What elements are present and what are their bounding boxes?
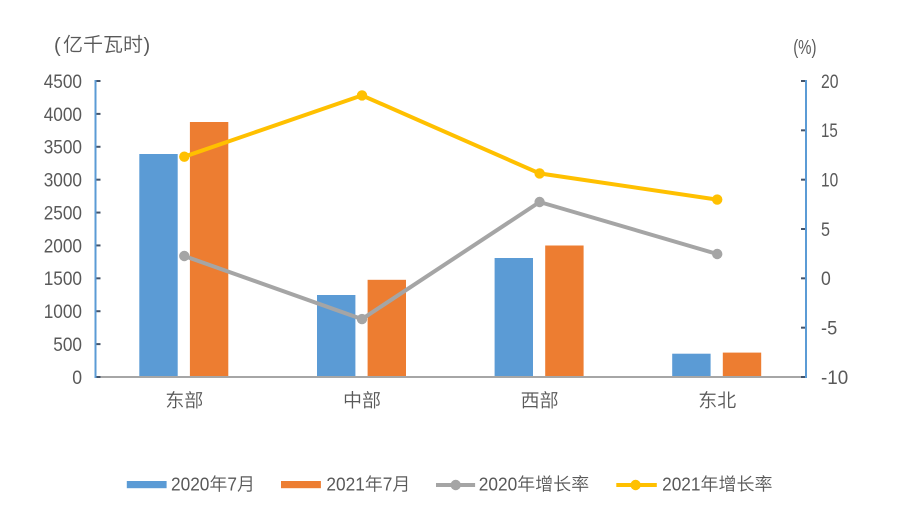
svg-text:7: 7 [227, 474, 237, 494]
svg-text:1500: 1500 [44, 269, 82, 290]
svg-text:-5: -5 [821, 319, 837, 340]
svg-text:2021: 2021 [662, 474, 700, 494]
svg-text:15: 15 [821, 121, 838, 142]
svg-text:1000: 1000 [44, 302, 82, 323]
svg-text:0: 0 [72, 368, 82, 389]
svg-text:2021: 2021 [326, 474, 364, 494]
svg-text:2020: 2020 [171, 474, 209, 494]
svg-text:-10: -10 [821, 368, 848, 389]
svg-text:4000: 4000 [44, 105, 82, 126]
svg-text:10: 10 [821, 171, 838, 192]
svg-text:(%): (%) [793, 37, 816, 59]
svg-text:3000: 3000 [44, 171, 82, 192]
svg-text:7: 7 [383, 474, 393, 494]
svg-text:0: 0 [821, 269, 831, 290]
svg-text:5: 5 [821, 220, 830, 241]
svg-text:2500: 2500 [44, 203, 82, 224]
svg-text:20: 20 [821, 72, 839, 93]
svg-text:2020: 2020 [479, 474, 517, 494]
svg-text:4500: 4500 [44, 72, 82, 93]
svg-text:): ) [144, 35, 151, 57]
svg-text:500: 500 [53, 335, 82, 356]
svg-text:(: ( [54, 35, 61, 57]
svg-text:3500: 3500 [44, 138, 82, 159]
svg-text:2000: 2000 [44, 236, 82, 257]
